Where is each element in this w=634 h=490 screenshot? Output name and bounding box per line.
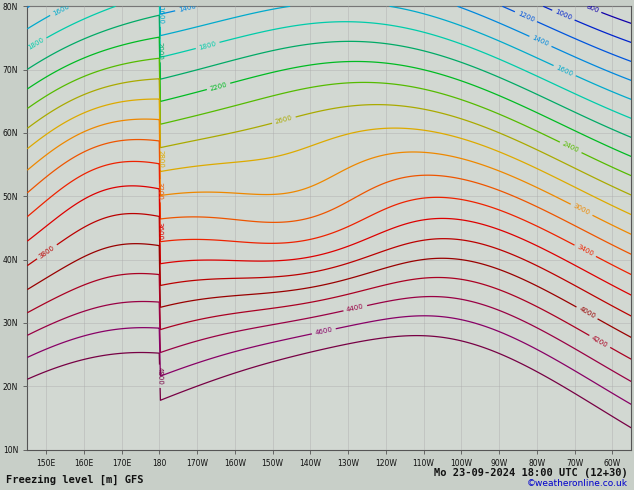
Text: 1600: 1600 bbox=[555, 64, 574, 77]
Text: 1400: 1400 bbox=[178, 3, 197, 13]
Text: 4200: 4200 bbox=[590, 334, 609, 348]
Text: Mo 23-09-2024 18:00 UTC (12+30): Mo 23-09-2024 18:00 UTC (12+30) bbox=[434, 468, 628, 478]
Text: 4600: 4600 bbox=[314, 326, 333, 336]
Text: ©weatheronline.co.uk: ©weatheronline.co.uk bbox=[527, 479, 628, 488]
Text: 4000: 4000 bbox=[578, 306, 597, 320]
Text: 1800: 1800 bbox=[198, 40, 217, 50]
Text: 3600: 3600 bbox=[157, 221, 163, 240]
Text: 1600: 1600 bbox=[157, 6, 163, 24]
Text: 2600: 2600 bbox=[275, 115, 294, 125]
Text: 4800: 4800 bbox=[157, 367, 163, 385]
Text: 800: 800 bbox=[585, 3, 600, 14]
Text: 3200: 3200 bbox=[157, 182, 163, 200]
Text: 2000: 2000 bbox=[157, 42, 163, 60]
Text: 2800: 2800 bbox=[157, 149, 164, 168]
Text: 1200: 1200 bbox=[517, 10, 535, 23]
Text: 3400: 3400 bbox=[576, 244, 595, 258]
Text: 3000: 3000 bbox=[573, 203, 591, 217]
Text: 1600: 1600 bbox=[51, 3, 70, 17]
Text: 4400: 4400 bbox=[346, 303, 365, 313]
Text: 2400: 2400 bbox=[561, 141, 580, 154]
Text: 2200: 2200 bbox=[209, 81, 228, 92]
Text: 1000: 1000 bbox=[554, 9, 573, 22]
Text: 1400: 1400 bbox=[531, 35, 550, 48]
Text: 3800: 3800 bbox=[38, 244, 56, 260]
Text: Freezing level [m] GFS: Freezing level [m] GFS bbox=[6, 475, 144, 485]
Text: 1800: 1800 bbox=[27, 37, 45, 51]
